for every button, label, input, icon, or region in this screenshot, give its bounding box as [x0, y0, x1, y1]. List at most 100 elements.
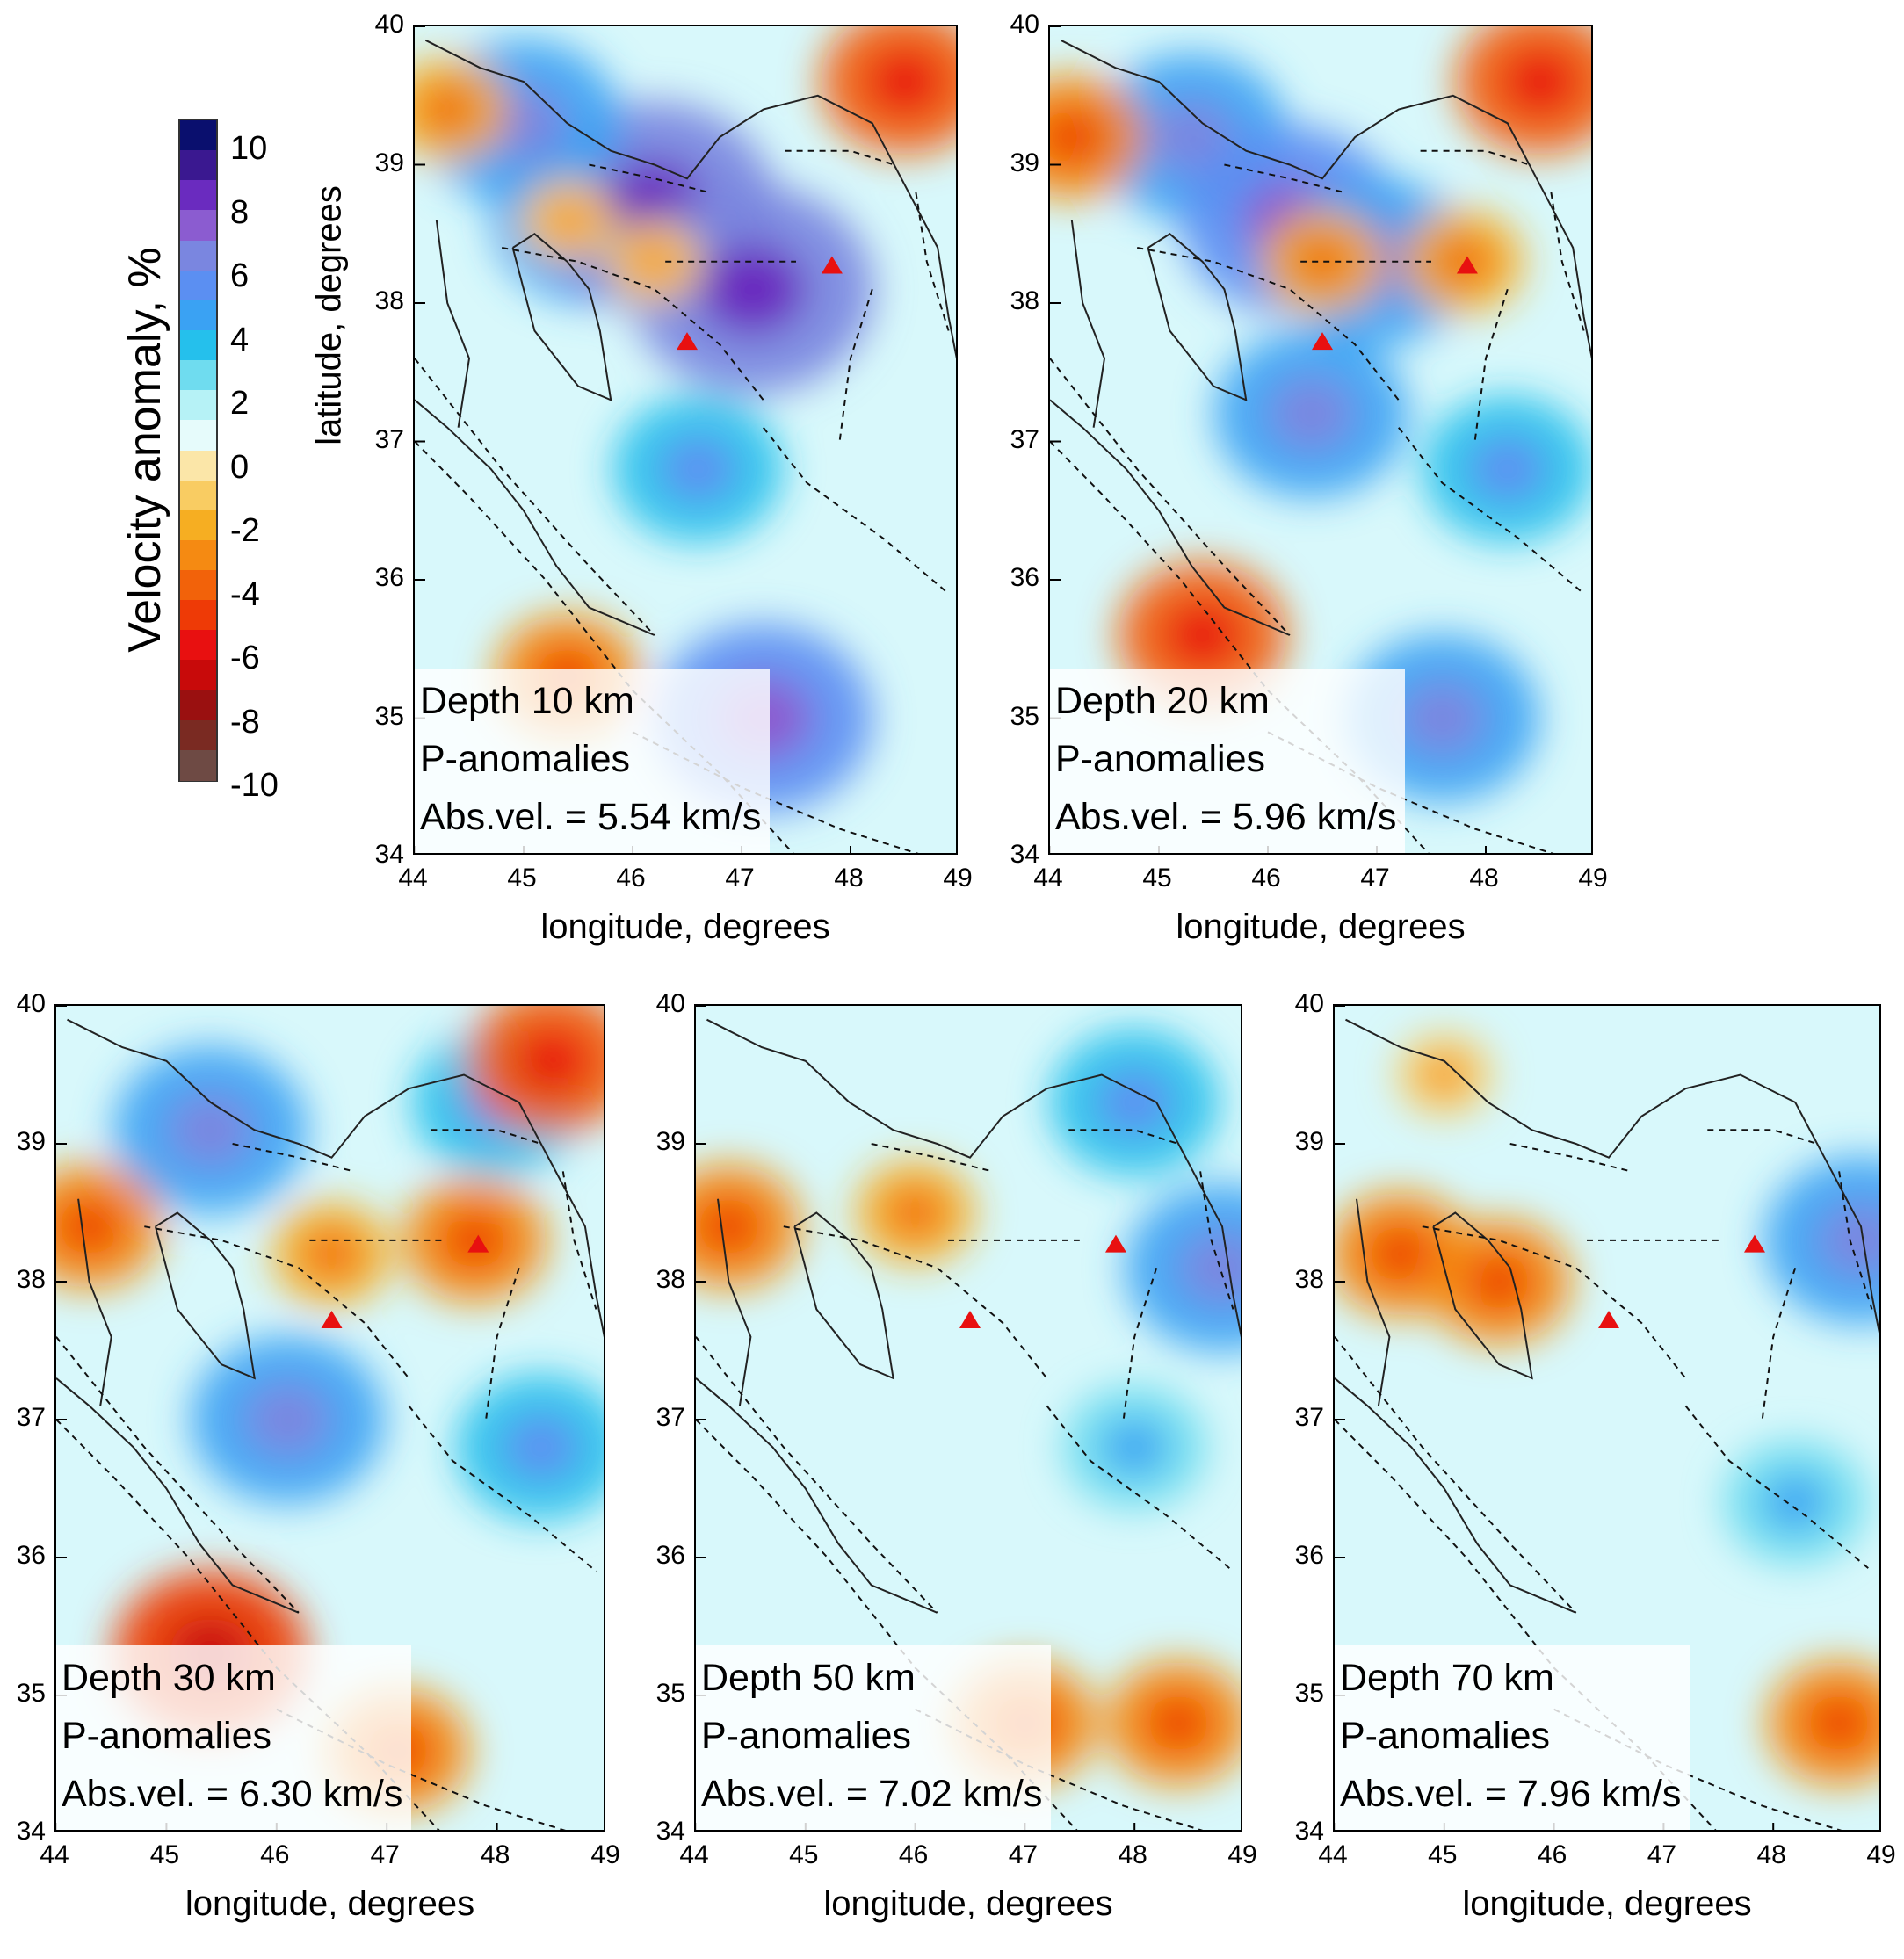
x-tick-label: 47	[370, 1840, 400, 1869]
colorbar-swatch	[180, 150, 216, 182]
y-tick-label: 36	[1294, 1541, 1324, 1570]
y-tick-label: 36	[1010, 563, 1039, 592]
fault-line	[1707, 1129, 1818, 1145]
caption-depth: Depth 30 km	[62, 1657, 276, 1699]
x-tick-label: 48	[1756, 1840, 1786, 1869]
volcano-marker	[1104, 1234, 1126, 1253]
fault-line	[1684, 1405, 1873, 1572]
colorbar-swatch	[180, 539, 216, 572]
x-tick-label: 45	[1428, 1840, 1458, 1869]
anomaly-core	[57, 1199, 121, 1254]
y-tick-label: 34	[16, 1817, 46, 1846]
x-axis-label: longitude, degrees	[823, 1884, 1113, 1923]
fault-line	[232, 1143, 354, 1173]
colorbar-tick-label: -4	[230, 575, 260, 613]
panel-caption: Depth 20 km P-anomalies Abs.vel. = 5.96 km…	[1050, 669, 1406, 853]
y-tick-label: 35	[1294, 1679, 1324, 1708]
colorbar-tick-label: 2	[230, 385, 250, 422]
volcano-marker	[677, 332, 698, 351]
x-tick-label: 47	[725, 864, 755, 893]
y-tick-label: 38	[16, 1265, 46, 1294]
coastline	[1147, 233, 1248, 401]
anomaly-core	[699, 244, 806, 335]
x-tick-label: 47	[1647, 1840, 1677, 1869]
caption-type: P-anomalies	[62, 1715, 271, 1757]
anomaly-core	[245, 1384, 330, 1456]
y-tick-label: 38	[1010, 286, 1039, 315]
anomaly-core	[633, 242, 676, 280]
anomaly-core	[305, 1231, 358, 1277]
fault-line	[1420, 149, 1530, 166]
volcano-marker	[1456, 256, 1478, 274]
y-tick-label: 34	[655, 1817, 685, 1846]
colorbar-swatch	[180, 300, 216, 331]
y-tick-label: 36	[374, 563, 404, 592]
fault-line	[915, 192, 950, 331]
map-frame: Depth 50 km P-anomalies Abs.vel. = 7.02 km…	[694, 1004, 1242, 1832]
colorbar-swatch	[180, 660, 216, 691]
colorbar-tick-label: 10	[230, 130, 268, 167]
volcano-marker	[821, 256, 843, 274]
coastline	[1050, 399, 1291, 636]
fault-line	[1473, 288, 1509, 442]
colorbar-swatch	[180, 570, 216, 602]
y-tick-label: 40	[1010, 10, 1039, 39]
caption-absvel: Abs.vel. = 6.30 km/s	[62, 1773, 403, 1815]
caption-type: P-anomalies	[1055, 738, 1265, 780]
colorbar-swatch	[180, 210, 216, 242]
fault-line	[763, 427, 950, 595]
fault-line	[485, 1267, 520, 1420]
y-tick-label: 39	[1010, 148, 1039, 177]
map-frame: Depth 20 km P-anomalies Abs.vel. = 5.96 km…	[1048, 25, 1593, 855]
fault-line	[1335, 1336, 1577, 1614]
anomaly-core	[661, 437, 735, 501]
fault-line	[56, 1336, 300, 1614]
x-tick-label: 46	[260, 1840, 290, 1869]
colorbar-swatch	[180, 360, 216, 392]
x-tick-label: 48	[1469, 864, 1499, 893]
anomaly-core	[888, 1189, 942, 1236]
caption-absvel: Abs.vel. = 5.54 km/s	[420, 796, 762, 838]
colorbar-swatch	[180, 420, 216, 452]
y-tick-label: 39	[1294, 1127, 1324, 1156]
anomaly-core	[1467, 1254, 1531, 1309]
anomaly-map	[1335, 1006, 1879, 1830]
colorbar-tick-label: -2	[230, 512, 260, 549]
map-frame: Depth 70 km P-anomalies Abs.vel. = 7.96 km…	[1333, 1004, 1881, 1832]
map-frame: Depth 10 km P-anomalies Abs.vel. = 5.54 km…	[413, 25, 958, 855]
fault-line	[1224, 163, 1345, 193]
caption-depth: Depth 50 km	[701, 1657, 916, 1699]
caption-depth: Depth 10 km	[420, 680, 634, 722]
y-tick-label: 40	[374, 10, 404, 39]
y-tick-label: 40	[1294, 989, 1324, 1018]
panel-caption: Depth 50 km P-anomalies Abs.vel. = 7.02 km…	[696, 1645, 1052, 1830]
y-tick-label: 35	[1010, 701, 1039, 731]
y-tick-label: 34	[374, 840, 404, 869]
x-tick-label: 49	[1227, 1840, 1257, 1869]
anomaly-core	[1807, 1695, 1871, 1751]
y-tick-label: 35	[655, 1679, 685, 1708]
y-tick-label: 37	[655, 1403, 685, 1432]
colorbar-tick-label: -10	[230, 767, 279, 804]
fault-line	[1122, 1267, 1158, 1420]
x-tick-label: 45	[789, 1840, 819, 1869]
colorbar-swatch	[180, 480, 216, 511]
anomaly-core	[1296, 238, 1349, 285]
colorbar-tick-label: 4	[230, 321, 250, 358]
volcano-marker	[1743, 1234, 1765, 1253]
fault-line	[1050, 358, 1291, 636]
colorbar-tick-label: 8	[230, 193, 250, 231]
x-tick-label: 47	[1360, 864, 1390, 893]
x-tick-label: 46	[1537, 1840, 1567, 1869]
anomaly-core	[1269, 378, 1354, 450]
colorbar-swatch	[180, 630, 216, 661]
anomaly-core	[697, 1199, 761, 1254]
colorbar-tick-label: 6	[230, 257, 250, 294]
coastline	[1060, 39, 1591, 359]
x-tick-label: 45	[1142, 864, 1172, 893]
anomaly-core	[503, 1415, 578, 1479]
colorbar-swatch	[180, 180, 216, 212]
fault-line	[1838, 1171, 1873, 1310]
y-tick-label: 37	[374, 424, 404, 454]
fault-line	[838, 288, 873, 442]
